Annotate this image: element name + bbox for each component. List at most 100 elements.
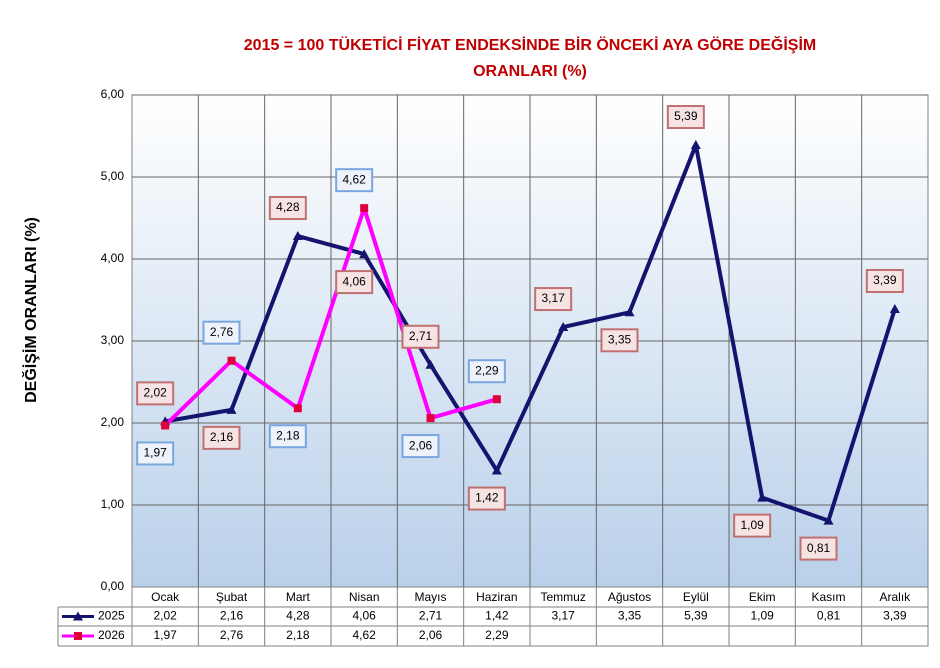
chart-title: 2015 = 100 TÜKETİCİ FİYAT ENDEKSİNDE BİR…	[244, 35, 816, 54]
marker	[292, 231, 303, 241]
data-label-box	[401, 324, 440, 349]
legend-marker	[73, 611, 83, 621]
y-tick-label: 1,00	[101, 497, 125, 511]
data-label-box	[268, 196, 307, 221]
chart-title: ORANLARI (%)	[473, 63, 587, 80]
legend-label: 2026	[98, 628, 125, 642]
marker	[558, 322, 569, 332]
x-tick-label: Temmuz	[540, 590, 585, 604]
marker	[359, 249, 370, 259]
data-label: 2,06	[409, 438, 433, 452]
marker	[889, 304, 900, 314]
data-label: 3,17	[541, 291, 565, 305]
table-cell: 4,62	[352, 628, 376, 642]
data-label-box	[202, 320, 241, 345]
y-axis-label: DEĞİŞİM ORANLARI (%)	[21, 217, 40, 403]
marker	[624, 307, 635, 317]
data-label: 2,16	[210, 430, 234, 444]
data-label: 4,28	[276, 200, 300, 214]
data-label: 2,71	[409, 329, 433, 343]
table-cell: 2,06	[419, 628, 443, 642]
x-tick-label: Ağustos	[608, 590, 651, 604]
data-label-box	[467, 486, 506, 511]
marker	[757, 492, 768, 502]
marker	[293, 404, 302, 413]
legend-label: 2025	[98, 609, 125, 623]
table-cell: 0,81	[817, 609, 841, 623]
y-tick-label: 2,00	[101, 415, 125, 429]
data-label: 4,62	[342, 172, 366, 186]
table-cell: 2,71	[419, 609, 443, 623]
marker	[491, 465, 502, 475]
data-label: 2,29	[475, 363, 499, 377]
data-label-box	[799, 536, 838, 561]
table-cell: 2,02	[153, 609, 177, 623]
x-tick-label: Ekim	[749, 590, 776, 604]
marker	[161, 421, 170, 430]
y-tick-label: 5,00	[101, 169, 125, 183]
y-tick-label: 4,00	[101, 251, 125, 265]
marker	[492, 395, 501, 404]
data-label-box	[268, 424, 307, 449]
series-line	[164, 143, 897, 523]
table-cell: 4,06	[352, 609, 376, 623]
x-tick-label: Kasım	[811, 590, 845, 604]
data-label: 2,76	[210, 325, 234, 339]
marker	[226, 404, 237, 414]
data-label: 4,06	[342, 274, 366, 288]
table-cell: 3,17	[551, 609, 575, 623]
table-cell: 1,09	[750, 609, 774, 623]
data-label-box	[467, 359, 506, 384]
data-label: 2,18	[276, 428, 300, 442]
marker	[690, 140, 701, 150]
data-label-box	[136, 381, 175, 406]
table-cell: 1,97	[153, 628, 177, 642]
data-label-box	[865, 269, 904, 294]
data-label-box	[335, 168, 374, 193]
x-tick-label: Haziran	[476, 590, 517, 604]
marker	[227, 356, 236, 365]
table-cell: 2,16	[220, 609, 244, 623]
x-tick-label: Aralık	[879, 590, 911, 604]
table-cell: 5,39	[684, 609, 708, 623]
data-label: 3,39	[873, 273, 897, 287]
y-tick-label: 0,00	[101, 579, 125, 593]
table-cell: 4,28	[286, 609, 310, 623]
marker	[360, 204, 369, 213]
table-cell: 3,35	[618, 609, 642, 623]
data-label: 5,39	[674, 109, 698, 123]
x-tick-label: Şubat	[216, 590, 248, 604]
marker	[425, 359, 436, 369]
data-label-box	[401, 434, 440, 459]
y-tick-label: 6,00	[101, 87, 125, 101]
data-label-box	[534, 287, 573, 312]
data-label-box	[202, 425, 241, 450]
data-label-box	[136, 441, 175, 466]
data-label-box	[733, 513, 772, 538]
table-cell: 2,76	[220, 628, 244, 642]
y-tick-label: 3,00	[101, 333, 125, 347]
data-label: 0,81	[807, 541, 831, 555]
table-cell: 2,18	[286, 628, 310, 642]
x-tick-label: Mayıs	[414, 590, 446, 604]
data-label: 3,35	[608, 332, 632, 346]
data-label: 1,42	[475, 491, 499, 505]
table-cell: 3,39	[883, 609, 907, 623]
marker	[426, 414, 435, 423]
x-tick-label: Eylül	[683, 590, 709, 604]
series-line	[163, 206, 498, 427]
marker	[823, 515, 834, 525]
table-cell: 1,42	[485, 609, 509, 623]
table-cell: 2,29	[485, 628, 509, 642]
data-label: 2,02	[143, 386, 167, 400]
x-tick-label: Ocak	[151, 590, 180, 604]
legend-marker	[74, 632, 82, 640]
data-label-box	[666, 105, 705, 130]
x-tick-label: Nisan	[349, 590, 380, 604]
data-label: 1,97	[143, 446, 167, 460]
data-label: 1,09	[740, 518, 764, 532]
x-tick-label: Mart	[286, 590, 311, 604]
data-label-box	[335, 270, 374, 295]
data-label-box	[600, 328, 639, 353]
